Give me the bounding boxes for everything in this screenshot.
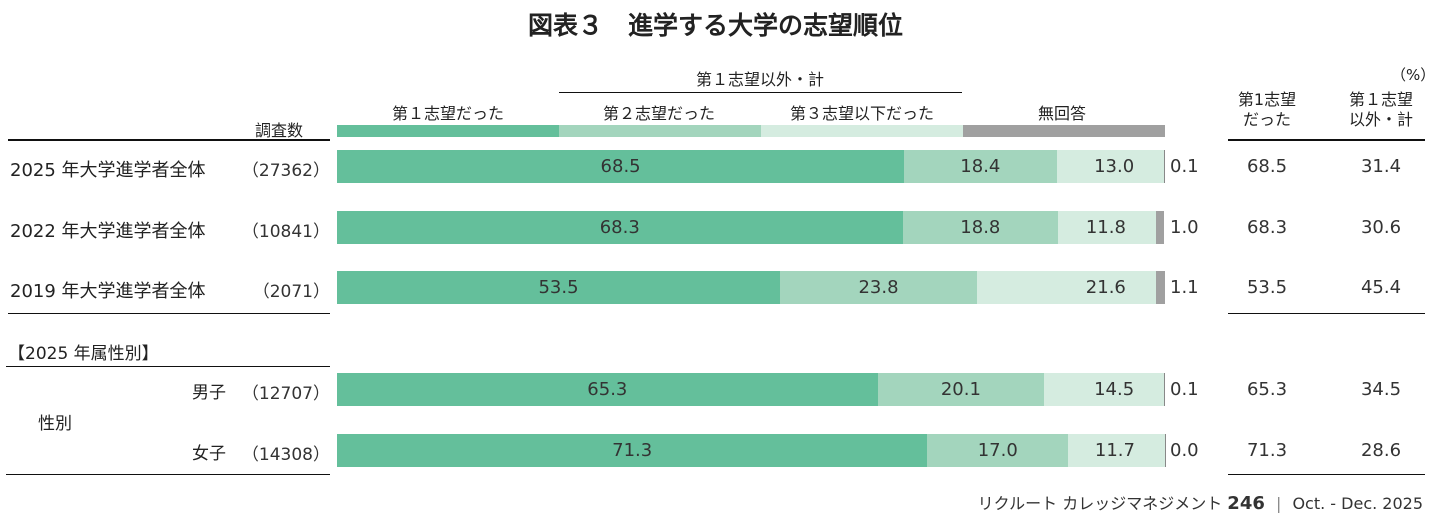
row-sample-size: （10841） [241, 222, 330, 242]
group-label: 性別 [38, 414, 72, 434]
row-label: 男子 [192, 383, 226, 403]
legend-swatch-second [559, 125, 761, 137]
bar-value-label: 68.5 [600, 156, 641, 177]
other-choice-total-value: 28.6 [1360, 440, 1402, 461]
bar-segment-first: 65.3 [337, 373, 878, 406]
other-choice-total-value: 30.6 [1360, 217, 1402, 238]
extra-header-other: 第１志望 以外・計 [1349, 90, 1413, 130]
bar-segment-second: 18.4 [904, 150, 1057, 183]
stacked-bar: 53.5 23.8 21.6 [337, 271, 1165, 304]
extra-header-other-l2: 以外・計 [1348, 110, 1414, 129]
bar-segment-first: 68.3 [337, 211, 903, 244]
footer-issue: 246 [1227, 493, 1265, 514]
row-rule-right [1228, 313, 1425, 314]
header-rule-left [8, 139, 330, 141]
bar-segment-first: 71.3 [337, 434, 928, 467]
bottom-rule-right [1228, 474, 1425, 475]
bar-value-label: 23.8 [858, 277, 899, 298]
noanswer-value: 0.0 [1170, 440, 1199, 461]
row-label: 2022 年大学進学者全体 [10, 221, 206, 242]
row-sample-size: （2071） [252, 282, 330, 302]
bar-segment-noanswer [1155, 271, 1165, 304]
bar-value-label: 18.4 [960, 156, 1001, 177]
row-label: 2025 年大学進学者全体 [10, 160, 206, 181]
footer-publication: リクルート カレッジマネジメント [977, 494, 1223, 513]
noanswer-value: 0.1 [1170, 156, 1199, 177]
other-choice-total-value: 45.4 [1360, 277, 1402, 298]
bar-segment-third: 11.8 [1058, 211, 1156, 244]
bar-value-label: 20.1 [940, 379, 981, 400]
bar-segment-second: 18.8 [902, 211, 1059, 244]
stacked-bar: 71.3 17.0 11.7 [337, 434, 1166, 467]
bar-value-label: 17.0 [977, 440, 1018, 461]
bar-segment-second: 20.1 [877, 373, 1045, 406]
legend-label-first: 第１志望だった [391, 104, 505, 123]
legend-swatch-first [337, 125, 559, 137]
group-bracket-line [559, 92, 962, 93]
extra-header-other-l1: 第１志望 [1348, 90, 1414, 109]
other-choice-total-value: 34.5 [1360, 379, 1402, 400]
legend-label-third: 第３志望以下だった [789, 104, 935, 123]
bar-value-label: 13.0 [1094, 156, 1135, 177]
noanswer-value: 1.1 [1170, 277, 1199, 298]
legend-swatch-third [761, 125, 963, 137]
other-choice-total-value: 31.4 [1360, 156, 1402, 177]
chart-title: 図表３ 進学する大学の志望順位 [527, 11, 903, 40]
first-choice-value: 68.3 [1246, 217, 1288, 238]
unit-label: （%） [1391, 66, 1431, 84]
legend-label-second: 第２志望だった [602, 104, 716, 123]
bar-segment-second: 23.8 [779, 271, 978, 304]
stacked-bar: 68.3 18.8 11.8 [337, 211, 1165, 244]
extra-header-first: 第1志望 だった [1238, 90, 1296, 130]
bar-segment-noanswer [1164, 373, 1166, 406]
footer-separator: | [1275, 494, 1282, 513]
bar-segment-third: 13.0 [1056, 150, 1165, 183]
bar-value-label: 65.3 [587, 379, 628, 400]
sample-header: 調査数 [255, 121, 304, 140]
first-choice-value: 53.5 [1246, 277, 1288, 298]
bar-value-label: 68.3 [599, 217, 640, 238]
bar-value-label: 11.8 [1085, 217, 1126, 238]
row-rule-left [8, 313, 330, 314]
row-sample-size: （27362） [241, 161, 330, 181]
bar-value-label: 21.6 [1085, 277, 1126, 298]
row-sample-size: （14308） [241, 445, 330, 465]
section-label: 【2025 年属性別】 [8, 344, 159, 364]
bar-segment-third: 14.5 [1044, 373, 1165, 406]
noanswer-value: 1.0 [1170, 217, 1199, 238]
stacked-bar: 68.5 18.4 13.0 [337, 150, 1166, 183]
bar-value-label: 53.5 [538, 277, 579, 298]
bar-segment-third: 11.7 [1068, 434, 1165, 467]
footer: リクルート カレッジマネジメント 246 | Oct. - Dec. 2025 [978, 490, 1423, 514]
footer-date: Oct. - Dec. 2025 [1292, 494, 1423, 513]
section-rule [6, 366, 330, 367]
stacked-bar: 65.3 20.1 14.5 [337, 373, 1166, 406]
bottom-rule-left [6, 474, 330, 475]
bar-segment-noanswer [1164, 150, 1166, 183]
bar-value-label: 18.8 [960, 217, 1001, 238]
header-rule-right [1228, 139, 1425, 141]
extra-header-first-l2: だった [1242, 110, 1291, 129]
bar-segment-first: 68.5 [337, 150, 905, 183]
row-label: 女子 [192, 444, 226, 464]
first-choice-value: 65.3 [1246, 379, 1288, 400]
row-label: 2019 年大学進学者全体 [10, 281, 206, 302]
noanswer-value: 0.1 [1170, 379, 1199, 400]
bar-segment-noanswer [1165, 434, 1166, 467]
bar-segment-third: 21.6 [977, 271, 1156, 304]
bar-segment-first: 53.5 [337, 271, 780, 304]
first-choice-value: 68.5 [1246, 156, 1288, 177]
first-choice-value: 71.3 [1246, 440, 1288, 461]
bar-value-label: 11.7 [1094, 440, 1135, 461]
legend-label-noanswer: 無回答 [1037, 104, 1087, 123]
bar-segment-noanswer [1155, 211, 1165, 244]
bar-segment-second: 17.0 [927, 434, 1069, 467]
group-header: 第１志望以外・計 [695, 70, 825, 89]
extra-header-first-l1: 第1志望 [1237, 90, 1297, 109]
bar-value-label: 14.5 [1094, 379, 1135, 400]
bar-value-label: 71.3 [612, 440, 653, 461]
row-sample-size: （12707） [241, 384, 330, 404]
legend-swatch-noanswer [963, 125, 1165, 137]
